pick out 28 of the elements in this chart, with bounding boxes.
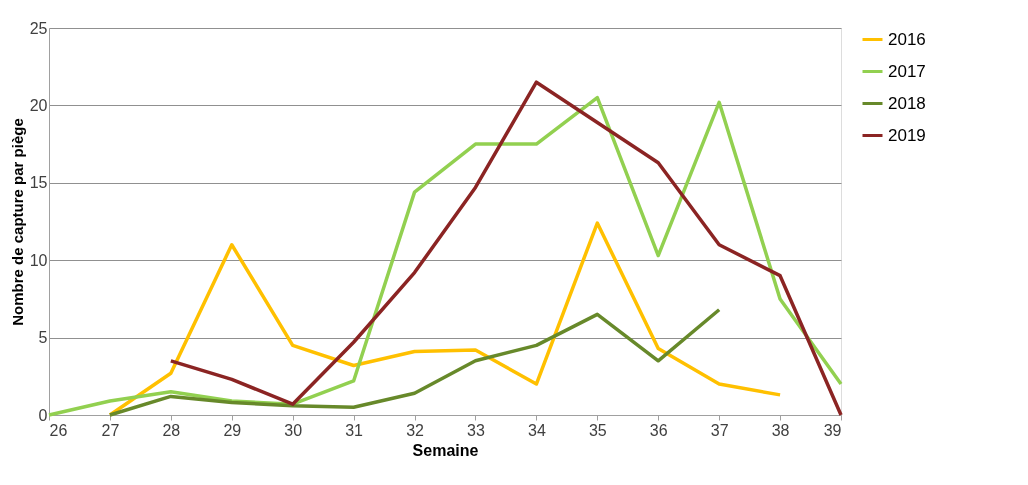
x-tick-label: 28	[162, 421, 181, 439]
y-tick-label: 25	[29, 19, 48, 37]
x-axis-title: Semaine	[412, 441, 479, 459]
x-tick-label: 38	[771, 421, 790, 439]
line-series	[108, 307, 721, 417]
legend-label: 2016	[888, 29, 926, 49]
y-tick-label: 20	[29, 96, 48, 114]
legend-label: 2017	[888, 61, 926, 81]
x-tick-label: 31	[345, 421, 364, 439]
x-tick-label: 27	[101, 421, 120, 439]
y-tick-label: 15	[29, 174, 48, 192]
x-tick-label: 30	[284, 421, 303, 439]
x-tick-label: 33	[467, 421, 485, 439]
x-tick-label: 29	[223, 421, 242, 439]
y-tick-label: 10	[29, 251, 48, 269]
legend-label: 2019	[888, 125, 926, 145]
x-tick-label: 36	[649, 421, 668, 439]
x-tick-label: 39	[823, 421, 842, 439]
x-tick-label: 37	[710, 421, 729, 439]
legend-label: 2018	[888, 93, 926, 113]
y-axis-title: Nombre de capture par piège	[8, 118, 26, 326]
x-tick-label: 32	[406, 421, 425, 439]
line-series	[169, 80, 843, 417]
x-tick-label: 26	[49, 421, 68, 439]
x-tick-label: 34	[527, 421, 546, 439]
x-tick-label: 35	[588, 421, 607, 439]
y-tick-label: 5	[38, 329, 48, 347]
y-tick-label: 0	[38, 406, 48, 424]
